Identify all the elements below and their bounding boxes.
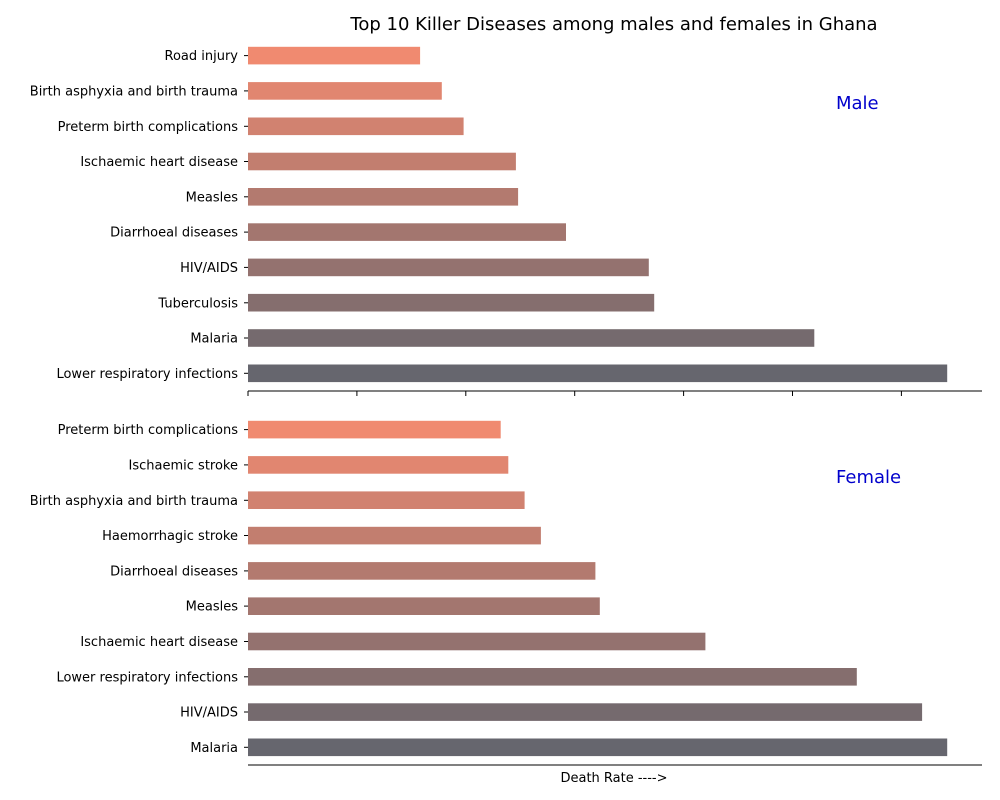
- bar-female-9: [248, 738, 948, 757]
- category-label-male-1: Birth asphyxia and birth trauma: [30, 84, 238, 99]
- bar-female-2: [248, 491, 525, 509]
- category-label-female-7: Lower respiratory infections: [56, 670, 238, 685]
- bar-female-6: [248, 632, 706, 651]
- bar-male-2: [248, 117, 464, 136]
- category-label-female-0: Preterm birth complications: [58, 423, 239, 438]
- bar-female-3: [248, 526, 541, 545]
- bar-male-1: [248, 82, 442, 100]
- category-label-female-5: Measles: [186, 600, 239, 615]
- bar-female-7: [248, 668, 857, 686]
- category-label-female-4: Diarrhoeal diseases: [110, 564, 238, 579]
- bar-female-0: [248, 420, 501, 439]
- bar-male-9: [248, 364, 948, 383]
- category-label-male-8: Malaria: [190, 332, 238, 347]
- panel-label-male: Male: [836, 93, 879, 114]
- category-label-male-2: Preterm birth complications: [58, 120, 239, 135]
- panel-male: Road injury Birth asphyxia and birth trau…: [30, 46, 982, 396]
- category-label-male-5: Diarrhoeal diseases: [110, 226, 238, 241]
- bar-male-8: [248, 329, 815, 347]
- category-label-male-6: HIV/AIDS: [180, 261, 238, 276]
- category-label-female-2: Birth asphyxia and birth trauma: [30, 494, 238, 509]
- category-label-male-9: Lower respiratory infections: [56, 367, 238, 382]
- panel-female: Preterm birth complications Ischaemic str…: [30, 420, 982, 766]
- category-label-female-3: Haemorrhagic stroke: [102, 529, 238, 544]
- category-label-male-4: Measles: [186, 190, 239, 205]
- bar-male-5: [248, 223, 566, 241]
- category-label-female-6: Ischaemic heart disease: [80, 635, 238, 650]
- bar-female-1: [248, 456, 509, 474]
- category-label-female-8: HIV/AIDS: [180, 706, 238, 721]
- category-label-male-7: Tuberculosis: [157, 296, 238, 311]
- category-label-female-1: Ischaemic stroke: [129, 458, 238, 473]
- bar-male-3: [248, 152, 516, 171]
- bar-male-6: [248, 258, 649, 277]
- bar-female-4: [248, 562, 596, 580]
- panel-label-female: Female: [836, 467, 901, 488]
- bar-female-5: [248, 597, 600, 615]
- x-axis-label: Death Rate ---->: [560, 771, 667, 786]
- bar-male-0: [248, 46, 421, 65]
- category-label-female-9: Malaria: [190, 741, 238, 756]
- category-label-male-0: Road injury: [165, 49, 239, 64]
- chart-title: Top 10 Killer Diseases among males and f…: [349, 14, 877, 35]
- bar-male-7: [248, 293, 655, 312]
- category-label-male-3: Ischaemic heart disease: [80, 155, 238, 170]
- bar-male-4: [248, 188, 519, 206]
- bar-female-8: [248, 703, 923, 721]
